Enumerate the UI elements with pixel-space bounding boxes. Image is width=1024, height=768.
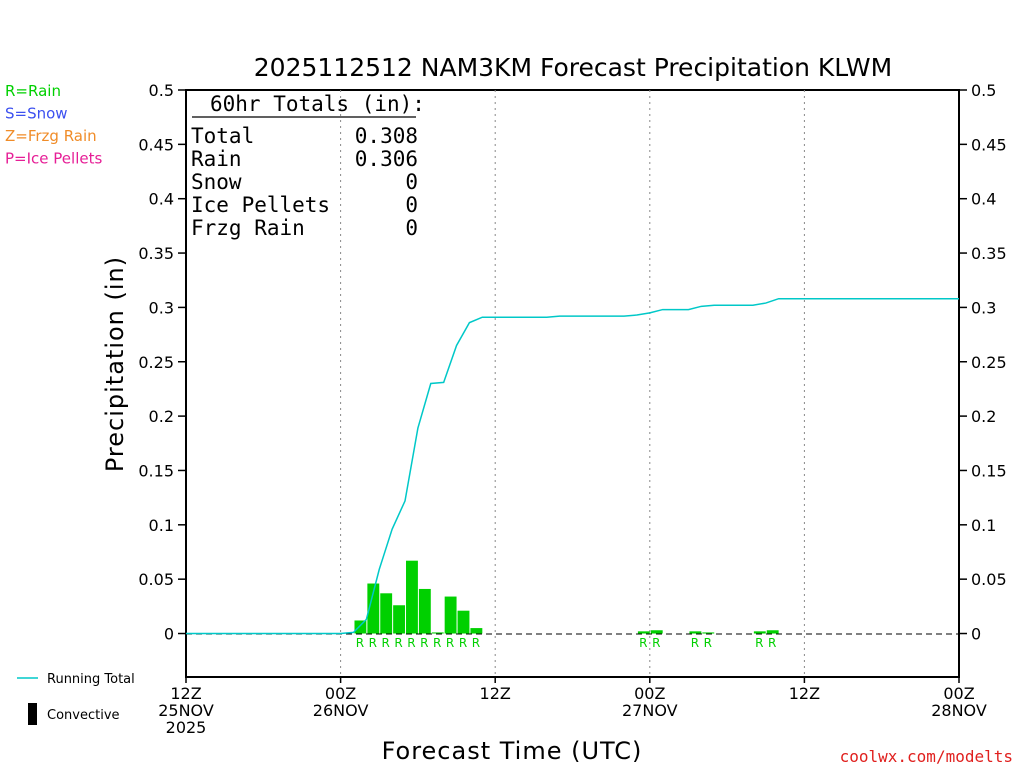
rain-bar	[418, 588, 431, 634]
rain-bar	[393, 605, 406, 634]
x-tick-label: 26NOV	[313, 701, 369, 720]
totals-row-label: Rain	[191, 147, 242, 171]
totals-row-label: Ice Pellets	[191, 193, 330, 217]
rain-bar	[444, 596, 457, 634]
y-tick-label: 0.1	[149, 516, 174, 535]
rain-bar	[689, 631, 702, 634]
rain-bar	[637, 631, 650, 634]
ptype-legend-entry: Z=Frzg Rain	[5, 127, 97, 145]
chart-title: 2025112512 NAM3KM Forecast Precipitation…	[254, 53, 892, 82]
y-tick-label: 0.15	[138, 461, 174, 480]
plot-frame	[185, 89, 960, 678]
y-tick-label-right: 0.1	[971, 516, 996, 535]
ptype-legend-entry: P=Ice Pellets	[5, 150, 102, 168]
y-tick-label-right: 0.15	[971, 461, 1007, 480]
totals-row-label: Frzg Rain	[191, 216, 305, 240]
x-tick-label: 28NOV	[931, 701, 987, 720]
ptype-legend-entry: R=Rain	[5, 82, 61, 100]
ptype-label: R	[369, 636, 377, 650]
legend-entry-label: Convective	[47, 708, 120, 723]
y-tick-label: 0.2	[149, 407, 174, 426]
totals-header: 60hr Totals (in):	[210, 92, 425, 116]
y-tick-label: 0.05	[138, 570, 174, 589]
ptype-label: R	[704, 636, 712, 650]
y-tick-label: 0.3	[149, 298, 174, 317]
ptype-label: R	[356, 636, 364, 650]
totals-row-value: 0.306	[355, 147, 418, 171]
x-tick-label: 12Z	[480, 684, 511, 703]
totals-row-label: Snow	[191, 170, 242, 194]
y-tick-label: 0	[164, 625, 174, 644]
y-tick-label: 0.25	[138, 353, 174, 372]
running-total-line	[186, 297, 959, 635]
ptype-label: R	[407, 636, 415, 650]
legend-bar-swatch	[28, 703, 37, 725]
y-tick-label-right: 0.05	[971, 570, 1007, 589]
y-tick-label-right: 0.2	[971, 407, 996, 426]
rain-bar	[354, 620, 367, 634]
rain-bar	[406, 560, 418, 634]
x-tick-label: 12Z	[170, 684, 201, 703]
rain-bar	[702, 632, 715, 634]
x-tick-label: 25NOV	[158, 701, 214, 720]
ptype-label: R	[382, 636, 390, 650]
ptype-label: R	[433, 636, 441, 650]
totals-row-value: 0.308	[355, 124, 418, 148]
bottom-legend: Running Total Convective	[17, 672, 135, 725]
y-tick-label-right: 0	[971, 625, 981, 644]
ptype-label: R	[420, 636, 428, 650]
totals-row-label: Total	[191, 124, 254, 148]
x-tick-label: 12Z	[789, 684, 820, 703]
rain-bar	[431, 632, 444, 634]
legend-entry-label: Running Total	[47, 672, 135, 687]
x-tick-label: 00Z	[634, 684, 665, 703]
totals-row-value: 0	[405, 216, 418, 240]
y-tick-label: 0.45	[138, 135, 174, 154]
x-tick-label: 2025	[166, 718, 207, 737]
ptype-label: R	[691, 636, 699, 650]
totals-box: 60hr Totals (in): Total 0.308 Rain 0.306 Snow…	[191, 92, 425, 240]
ptype-label: R	[639, 636, 647, 650]
y-axis-left: 0 0.05 0.1 0.15 0.2 0.25 0.3 0.35 0.4 0.45 0.5	[138, 81, 186, 644]
ptype-label: R	[459, 636, 467, 650]
ptype-label: R	[652, 636, 660, 650]
ptype-legend-entry: S=Snow	[5, 105, 68, 123]
ptype-label: R	[755, 636, 763, 650]
y-tick-label-right: 0.4	[971, 190, 996, 209]
ptype-label: R	[768, 636, 776, 650]
rain-bar	[766, 630, 779, 634]
y-tick-label: 0.35	[138, 244, 174, 263]
ptype-label: R	[472, 636, 480, 650]
rain-bar	[367, 583, 380, 634]
y-tick-label: 0.4	[149, 190, 174, 209]
rain-bar	[457, 610, 470, 634]
y-axis-right: 0 0.05 0.1 0.15 0.2 0.25 0.3 0.35 0.4 0.45 0.5	[959, 81, 1007, 644]
totals-row-value: 0	[405, 170, 418, 194]
y-axis-label: Precipitation (in)	[101, 256, 129, 472]
y-tick-label-right: 0.3	[971, 298, 996, 317]
x-tick-label: 27NOV	[622, 701, 678, 720]
y-tick-label-right: 0.45	[971, 135, 1007, 154]
y-tick-label: 0.5	[149, 81, 174, 100]
x-axis-label: Forecast Time (UTC)	[382, 737, 643, 765]
x-tick-label: 00Z	[943, 684, 974, 703]
rain-bar	[753, 631, 766, 634]
totals-row-value: 0	[405, 193, 418, 217]
x-tick-label: 00Z	[325, 684, 356, 703]
rain-bar	[470, 628, 483, 634]
credit-text: coolwx.com/modelts	[840, 747, 1013, 766]
ptype-label: R	[446, 636, 454, 650]
y-tick-label-right: 0.35	[971, 244, 1007, 263]
y-tick-label-right: 0.5	[971, 81, 996, 100]
ptype-label: R	[394, 636, 402, 650]
y-tick-label-right: 0.25	[971, 353, 1007, 372]
rain-bars	[354, 560, 779, 634]
rain-bar	[380, 593, 393, 634]
rain-bar	[650, 630, 663, 634]
ptype-legend: R=Rain S=Snow Z=Frzg Rain P=Ice Pellets	[5, 82, 102, 168]
gridlines	[340, 90, 805, 677]
